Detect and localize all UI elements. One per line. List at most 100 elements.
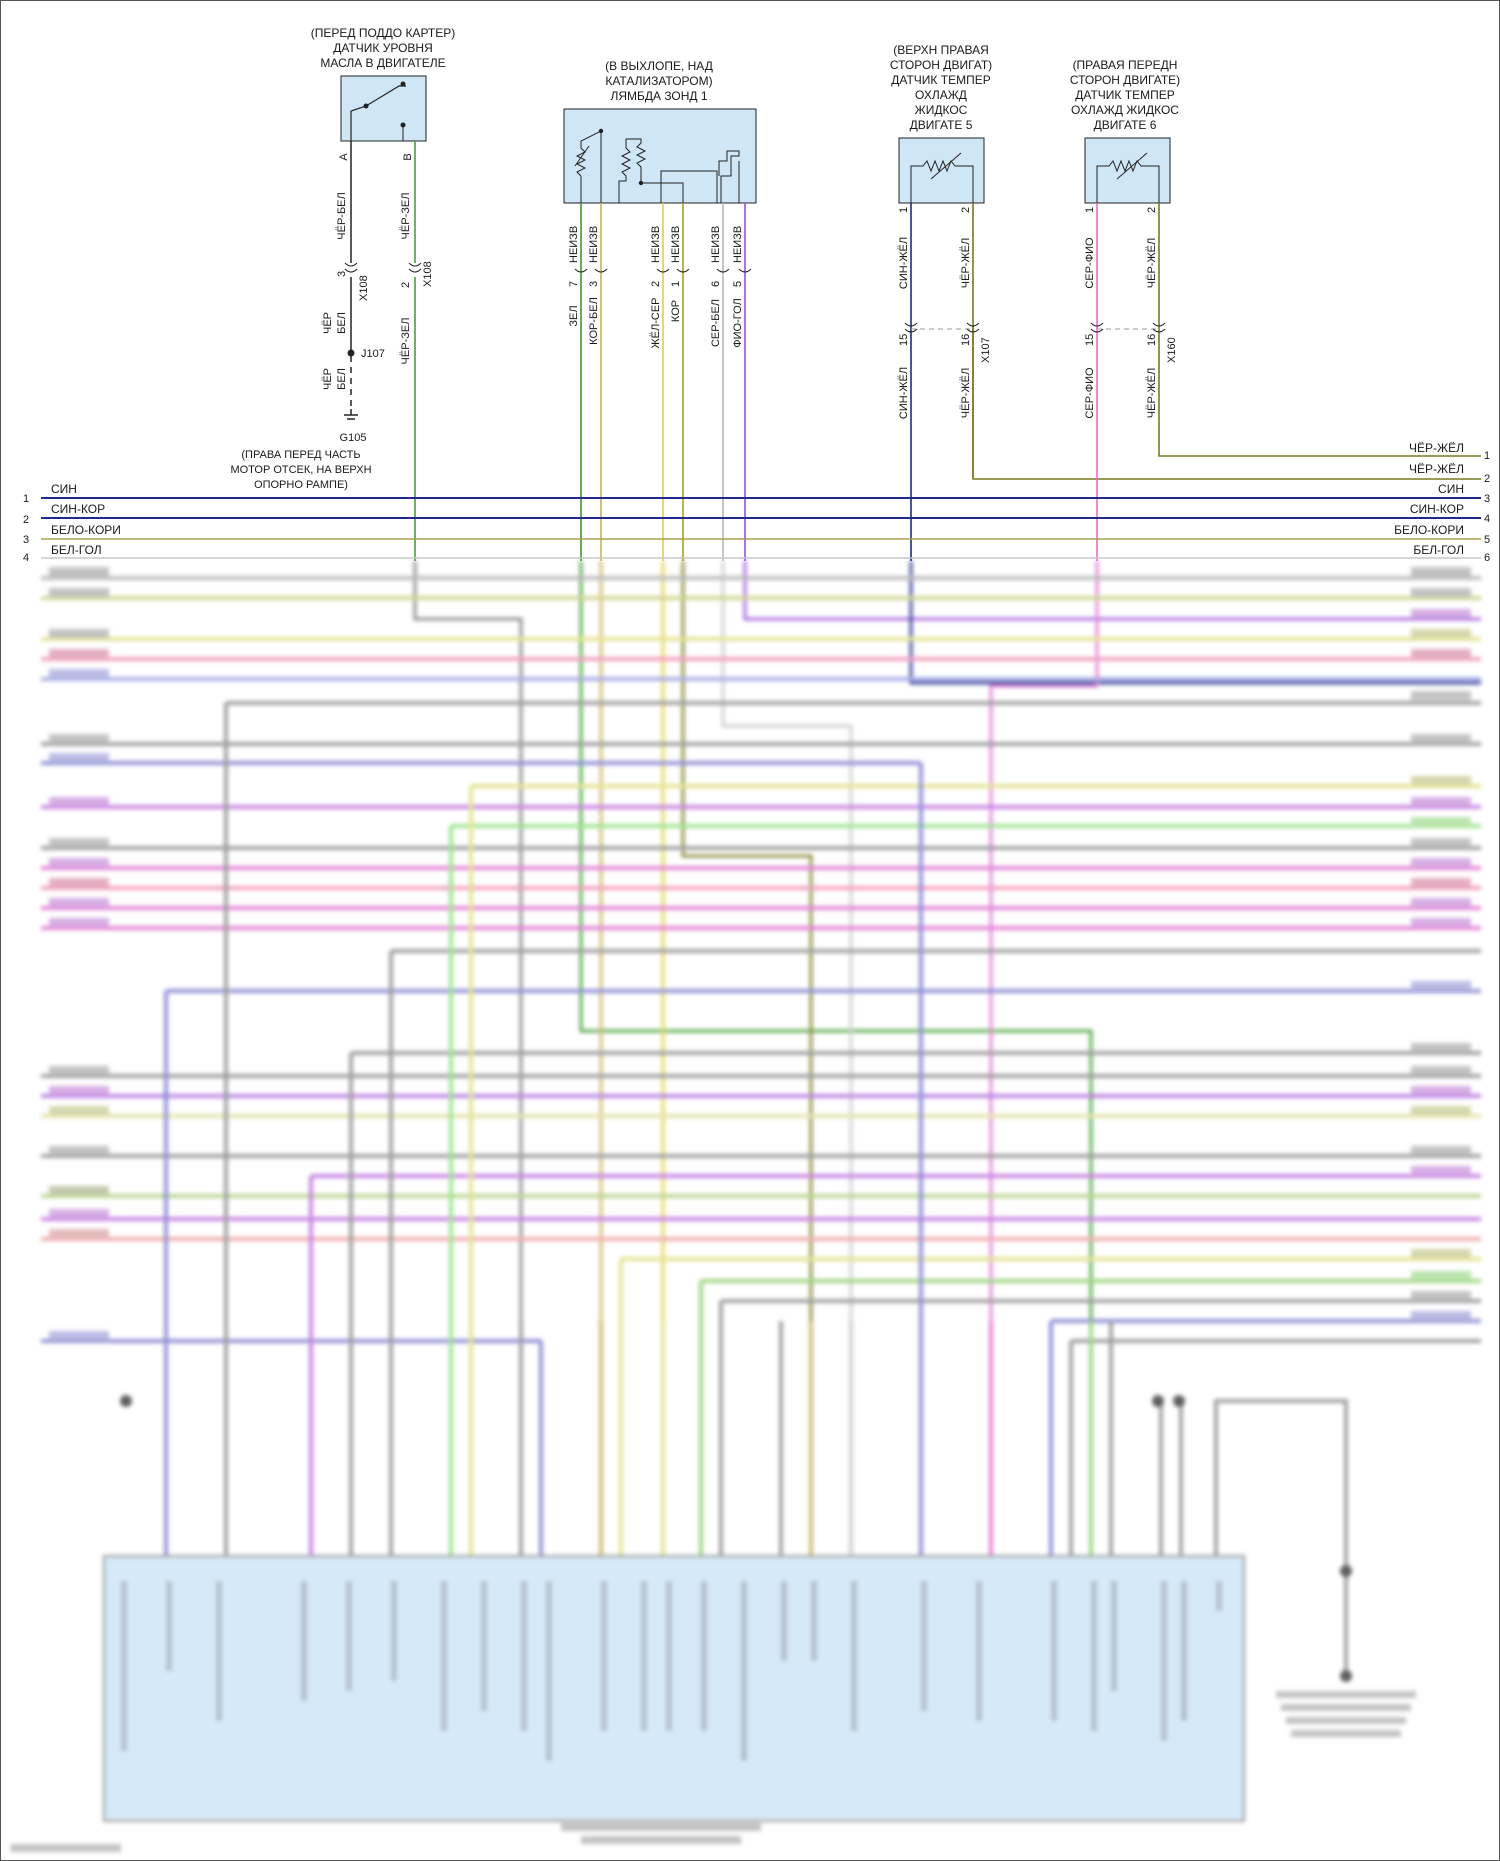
lambda-caption-line-3: ЛЯМБДА ЗОНД 1	[610, 89, 707, 103]
lambda-wire-label-4: КОР	[670, 300, 682, 322]
coolant-sensor-6: 1 2	[1084, 137, 1171, 213]
bus-right-label-1: ЧЁР-ЖЁЛ	[1409, 441, 1464, 455]
cts6-caption-line-4: ОХЛАЖД ЖИДКОС	[1071, 103, 1179, 117]
cts6-pin-2: 2	[1146, 207, 1158, 213]
g105-label: G105	[340, 432, 367, 444]
bus-left-label-2: СИН-КОР	[51, 502, 105, 516]
x108-connector-b	[408, 262, 422, 273]
x108-connector-a	[344, 262, 358, 273]
bus-right-number-4: 4	[1484, 513, 1490, 525]
cts5-caption-line-4: ОХЛАЖД	[915, 88, 967, 102]
lambda-sense-resistors	[618, 138, 684, 203]
cts6-pin-15: 15	[1084, 334, 1096, 346]
lambda-pin-6: 5	[732, 281, 744, 287]
cts5-pin-2: 2	[960, 207, 972, 213]
lambda-pin-5: 6	[710, 281, 722, 287]
ground-wire-color-bel-2: БЕЛ	[336, 368, 348, 390]
cts5-upper-label-1: СИН-ЖЁЛ	[898, 237, 910, 289]
oil-caption-line-1: (ПЕРЕД ПОДДО КАРТЕР)	[311, 26, 456, 40]
cts6-caption-line-2: СТОРОН ДВИГАТЕ)	[1070, 73, 1180, 87]
lambda-tag-6: НЕИЗВ	[732, 226, 744, 263]
oil-a-pin-number: 3	[336, 271, 348, 277]
ground-wire-color-bel: БЕЛ	[336, 312, 348, 334]
oil-level-sensor: A B	[338, 75, 427, 161]
cts5-pin-1: 1	[898, 207, 910, 213]
j107-label: J107	[361, 348, 385, 360]
bus-left-number-4: 4	[23, 552, 29, 564]
lambda-sensor	[563, 108, 757, 204]
bus-right-label-5: БЕЛО-КОРИ	[1394, 523, 1464, 537]
cts6-caption-line-1: (ПРАВАЯ ПЕРЕДН	[1073, 58, 1178, 72]
bus-right-labels: ЧЁР-ЖЁЛ ЧЁР-ЖЁЛ СИН СИН-КОР БЕЛО-КОРИ БЕ…	[1394, 441, 1464, 557]
lambda-heater-resistor	[575, 130, 602, 203]
ground-icon	[344, 409, 358, 420]
cts6-thermistor	[1096, 159, 1160, 203]
bus-right-numbers: 1 2 3 4 5 6	[1484, 450, 1490, 564]
wire-cts5-cher-zhel	[972, 326, 1481, 480]
lambda-pin-4: 1	[670, 281, 682, 287]
cts6-lower-label-2: ЧЁР-ЖЁЛ	[1146, 368, 1158, 418]
g105-location-3: ОПОРНО РАМПЕ)	[254, 479, 348, 491]
cts5-thermistor	[910, 159, 974, 203]
cts5-lower-label-2: ЧЁР-ЖЁЛ	[960, 368, 972, 418]
coolant-sensor-6-caption: (ПРАВАЯ ПЕРЕДН СТОРОН ДВИГАТЕ) ДАТЧИК ТЕ…	[1070, 58, 1180, 132]
bus-left-label-4: БЕЛ-ГОЛ	[51, 543, 102, 557]
g105-location-1: (ПРАВА ПЕРЕД ЧАСТЬ	[241, 449, 360, 461]
oil-a-wire-label: ЧЁР-БЕЛ	[336, 192, 348, 239]
cts5-pin-15: 15	[898, 334, 910, 346]
lambda-sensor-caption: (В ВЫХЛОПЕ, НАД КАТАЛИЗАТОРОМ) ЛЯМБДА ЗО…	[605, 59, 713, 103]
bus-left-number-1: 1	[23, 493, 29, 505]
lambda-pin-2: 3	[588, 281, 600, 287]
x107-label: X107	[980, 337, 992, 363]
lambda-connector	[574, 268, 752, 273]
lambda-tag-3: НЕИЗВ	[650, 226, 662, 263]
oil-b-pin-number: 2	[400, 282, 412, 288]
coolant-sensor-5: 1 2	[898, 137, 985, 213]
cts6-pin-1: 1	[1084, 207, 1096, 213]
cts5-caption-line-2: СТОРОН ДВИГАТ)	[890, 58, 992, 72]
x108-label-b: X108	[422, 261, 434, 287]
bus-left-numbers: 1 2 3 4	[23, 493, 29, 564]
cts6-upper-label-2: ЧЁР-ЖЁЛ	[1146, 238, 1158, 288]
lambda-wire-labels: ЗЕЛ КОР-БЕЛ ЖЁЛ-СЕР КОР СЕР-БЕЛ ФИО-ГОЛ	[568, 297, 744, 348]
oil-level-sensor-caption: (ПЕРЕД ПОДДО КАРТЕР) ДАТЧИК УРОВНЯ МАСЛА…	[311, 26, 456, 70]
lambda-tags: НЕИЗВ НЕИЗВ НЕИЗВ НЕИЗВ НЕИЗВ НЕИЗВ	[568, 226, 744, 263]
coolant-sensor-5-caption: (ВЕРХН ПРАВАЯ СТОРОН ДВИГАТ) ДАТЧИК ТЕМП…	[890, 43, 992, 132]
lambda-pin-1: 7	[568, 281, 580, 287]
cts6-lower-label-1: СЕР-ФИО	[1084, 367, 1096, 419]
oil-pin-a: A	[338, 153, 350, 161]
oil-b-lower-label: ЧЁР-ЗЕЛ	[400, 318, 412, 365]
lambda-caption-line-1: (В ВЫХЛОПЕ, НАД	[605, 59, 713, 73]
blurred-wiring-region	[11, 561, 1481, 1852]
cts6-caption-line-3: ДАТЧИК ТЕМПЕР	[1075, 88, 1174, 102]
ground-wire-color-cher: ЧЁР	[322, 312, 334, 334]
oil-switch-top	[400, 81, 406, 87]
lambda-tag-1: НЕИЗВ	[568, 226, 580, 263]
lambda-pin-3: 2	[650, 281, 662, 287]
lambda-tag-4: НЕИЗВ	[670, 226, 682, 263]
bus-left-number-3: 3	[23, 534, 29, 546]
bus-right-label-6: БЕЛ-ГОЛ	[1413, 543, 1464, 557]
lambda-caption-line-2: КАТАЛИЗАТОРОМ)	[605, 74, 712, 88]
lambda-tag-2: НЕИЗВ	[588, 226, 600, 263]
cts5-pin-16: 16	[960, 334, 972, 346]
cts5-lower-label-1: СИН-ЖЁЛ	[898, 367, 910, 419]
bus-right-label-2: ЧЁР-ЖЁЛ	[1409, 462, 1464, 476]
bus-right-number-1: 1	[1484, 450, 1490, 462]
bus-left-label-1: СИН	[51, 482, 77, 496]
g105-location-2: МОТОР ОТСЕК, НА ВЕРХН	[230, 464, 371, 476]
bus-right-number-3: 3	[1484, 493, 1490, 505]
bus-right-number-5: 5	[1484, 534, 1490, 546]
lambda-sensor-box	[563, 108, 757, 204]
bus-left-number-2: 2	[23, 514, 29, 526]
lambda-wire-label-1: ЗЕЛ	[568, 305, 580, 326]
oil-caption-line-3: МАСЛА В ДВИГАТЕЛЕ	[320, 56, 445, 70]
cts5-caption-line-5: ЖИДКОС	[915, 103, 968, 117]
cts5-caption-line-1: (ВЕРХН ПРАВАЯ	[893, 43, 989, 57]
lambda-wire-label-6: ФИО-ГОЛ	[732, 298, 744, 347]
bus-right-label-3: СИН	[1438, 482, 1464, 496]
lambda-cell-symbol	[718, 150, 740, 203]
ground-wire-color-cher-2: ЧЁР	[322, 368, 334, 390]
